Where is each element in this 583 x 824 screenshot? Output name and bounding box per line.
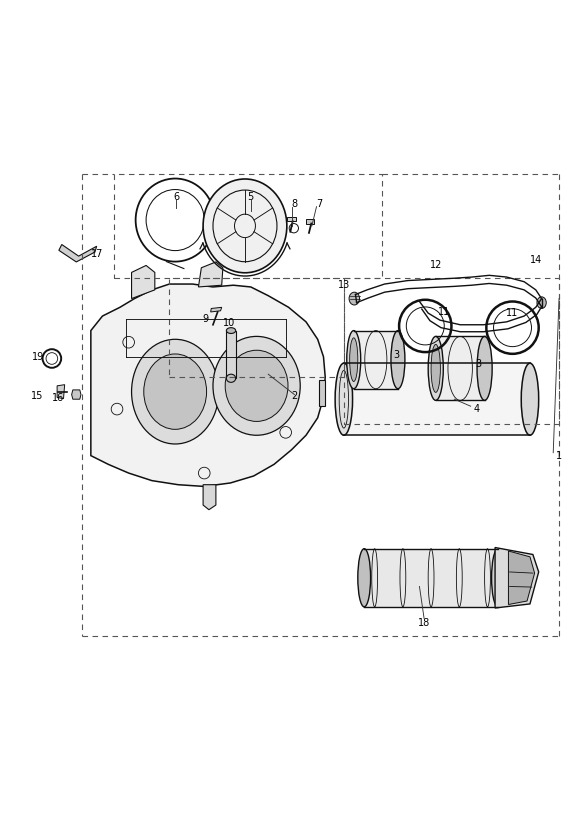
Text: 14: 14 [529,255,542,265]
Ellipse shape [537,297,546,308]
Polygon shape [508,551,535,605]
Bar [226,330,236,378]
Ellipse shape [431,344,440,392]
Ellipse shape [347,330,361,389]
Text: 9: 9 [202,314,209,324]
Bar [364,549,498,606]
Text: 3: 3 [393,350,399,360]
Ellipse shape [203,179,287,273]
Text: 2: 2 [292,391,297,400]
Ellipse shape [350,338,358,382]
Ellipse shape [358,549,371,606]
Text: 4: 4 [473,404,479,414]
Ellipse shape [428,336,443,400]
Ellipse shape [477,336,492,400]
Ellipse shape [226,374,236,382]
Polygon shape [306,219,314,223]
Polygon shape [319,380,325,406]
Text: 7: 7 [317,199,322,208]
Ellipse shape [349,293,360,305]
Polygon shape [59,245,97,262]
Polygon shape [495,547,539,608]
Bar [436,336,484,400]
Ellipse shape [335,363,353,435]
Text: 13: 13 [338,280,350,290]
Ellipse shape [213,336,300,435]
Polygon shape [132,265,155,298]
Text: 8: 8 [292,199,297,208]
Polygon shape [57,385,65,399]
Text: 18: 18 [418,617,430,628]
Text: 16: 16 [51,393,64,403]
Ellipse shape [226,328,236,334]
Text: 12: 12 [430,260,442,270]
Polygon shape [198,262,223,287]
Bar [344,363,530,435]
Ellipse shape [132,339,219,444]
Polygon shape [72,390,81,399]
Text: 6: 6 [173,192,180,202]
Polygon shape [287,218,296,221]
Ellipse shape [521,363,539,435]
Text: 15: 15 [30,391,43,400]
Ellipse shape [391,330,405,389]
Polygon shape [91,284,325,486]
Text: 3: 3 [476,359,482,369]
Polygon shape [203,485,216,510]
Text: 11: 11 [507,308,519,318]
Text: 19: 19 [33,353,45,363]
Text: 10: 10 [223,318,236,328]
Bar [354,330,398,389]
Text: 5: 5 [248,192,254,202]
Text: 1: 1 [556,451,562,461]
Text: 17: 17 [90,249,103,259]
Text: 11: 11 [438,307,450,317]
Ellipse shape [225,350,288,421]
Ellipse shape [144,354,206,429]
Ellipse shape [491,549,504,606]
Polygon shape [210,307,222,312]
